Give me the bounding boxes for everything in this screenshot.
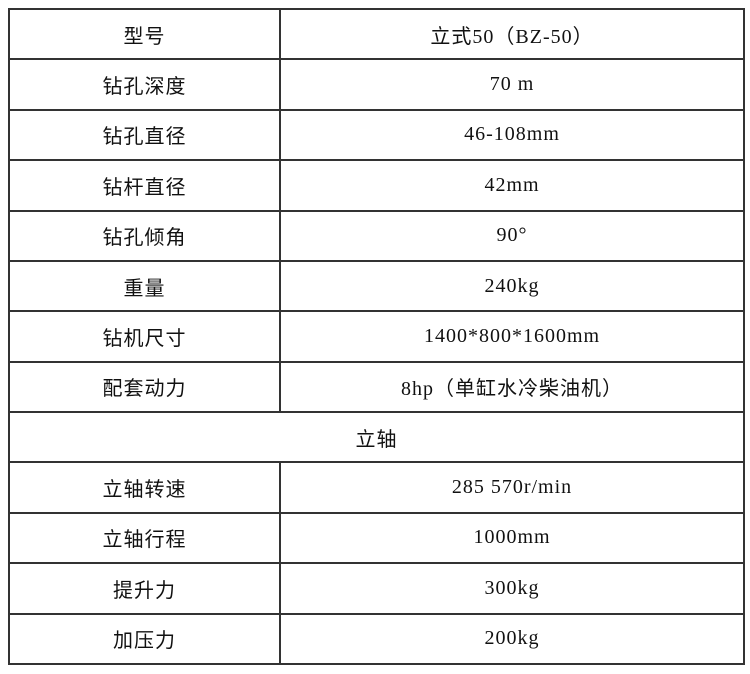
spec-value-model: 立式50（BZ-50） xyxy=(279,7,745,61)
table-row: 钻孔倾角 90° xyxy=(8,209,745,262)
spec-value-pressing-force: 200kg xyxy=(279,612,745,665)
spec-label-hole-angle: 钻孔倾角 xyxy=(8,209,281,262)
spec-label-model: 型号 xyxy=(8,7,281,61)
table-row: 重量 240kg xyxy=(8,259,745,313)
spec-value-spindle-speed: 285 570r/min xyxy=(279,461,745,514)
spec-table-body: 型号 立式50（BZ-50） 钻孔深度 70 m 钻孔直径 46-108mm 钻… xyxy=(8,7,745,665)
spec-label-rod-diameter: 钻杆直径 xyxy=(8,159,281,212)
spec-label-rig-size: 钻机尺寸 xyxy=(8,310,281,363)
table-row: 钻机尺寸 1400*800*1600mm xyxy=(8,310,745,363)
table-row: 钻孔直径 46-108mm xyxy=(8,108,745,162)
spec-value-weight: 240kg xyxy=(279,259,745,313)
table-row: 钻孔深度 70 m xyxy=(8,58,745,111)
table-row: 立轴行程 1000mm xyxy=(8,511,745,565)
table-row: 配套动力 8hp（单缸水冷柴油机） xyxy=(8,360,745,414)
spec-value-rig-size: 1400*800*1600mm xyxy=(279,310,745,363)
spec-value-hole-diameter: 46-108mm xyxy=(279,108,745,162)
section-header-cell: 立轴 xyxy=(8,410,745,464)
spec-value-lifting-force: 300kg xyxy=(279,562,745,615)
spec-value-power: 8hp（单缸水冷柴油机） xyxy=(279,360,745,414)
table-row: 钻杆直径 42mm xyxy=(8,159,745,212)
table-row: 立轴转速 285 570r/min xyxy=(8,461,745,514)
spec-label-lifting-force: 提升力 xyxy=(8,562,281,615)
spec-value-spindle-stroke: 1000mm xyxy=(279,511,745,565)
spec-label-drill-depth: 钻孔深度 xyxy=(8,58,281,111)
table-row: 提升力 300kg xyxy=(8,562,745,615)
spec-label-spindle-speed: 立轴转速 xyxy=(8,461,281,514)
spec-label-spindle-stroke: 立轴行程 xyxy=(8,511,281,565)
spec-label-pressing-force: 加压力 xyxy=(8,612,281,665)
spec-value-hole-angle: 90° xyxy=(279,209,745,262)
spec-label-weight: 重量 xyxy=(8,259,281,313)
section-row: 立轴 xyxy=(8,410,745,464)
table-row: 加压力 200kg xyxy=(8,612,745,665)
spec-label-hole-diameter: 钻孔直径 xyxy=(8,108,281,162)
spec-value-rod-diameter: 42mm xyxy=(279,159,745,212)
spec-label-power: 配套动力 xyxy=(8,360,281,414)
spec-value-drill-depth: 70 m xyxy=(279,58,745,111)
table-row: 型号 立式50（BZ-50） xyxy=(8,7,745,61)
spec-table: 型号 立式50（BZ-50） 钻孔深度 70 m 钻孔直径 46-108mm 钻… xyxy=(8,7,745,665)
